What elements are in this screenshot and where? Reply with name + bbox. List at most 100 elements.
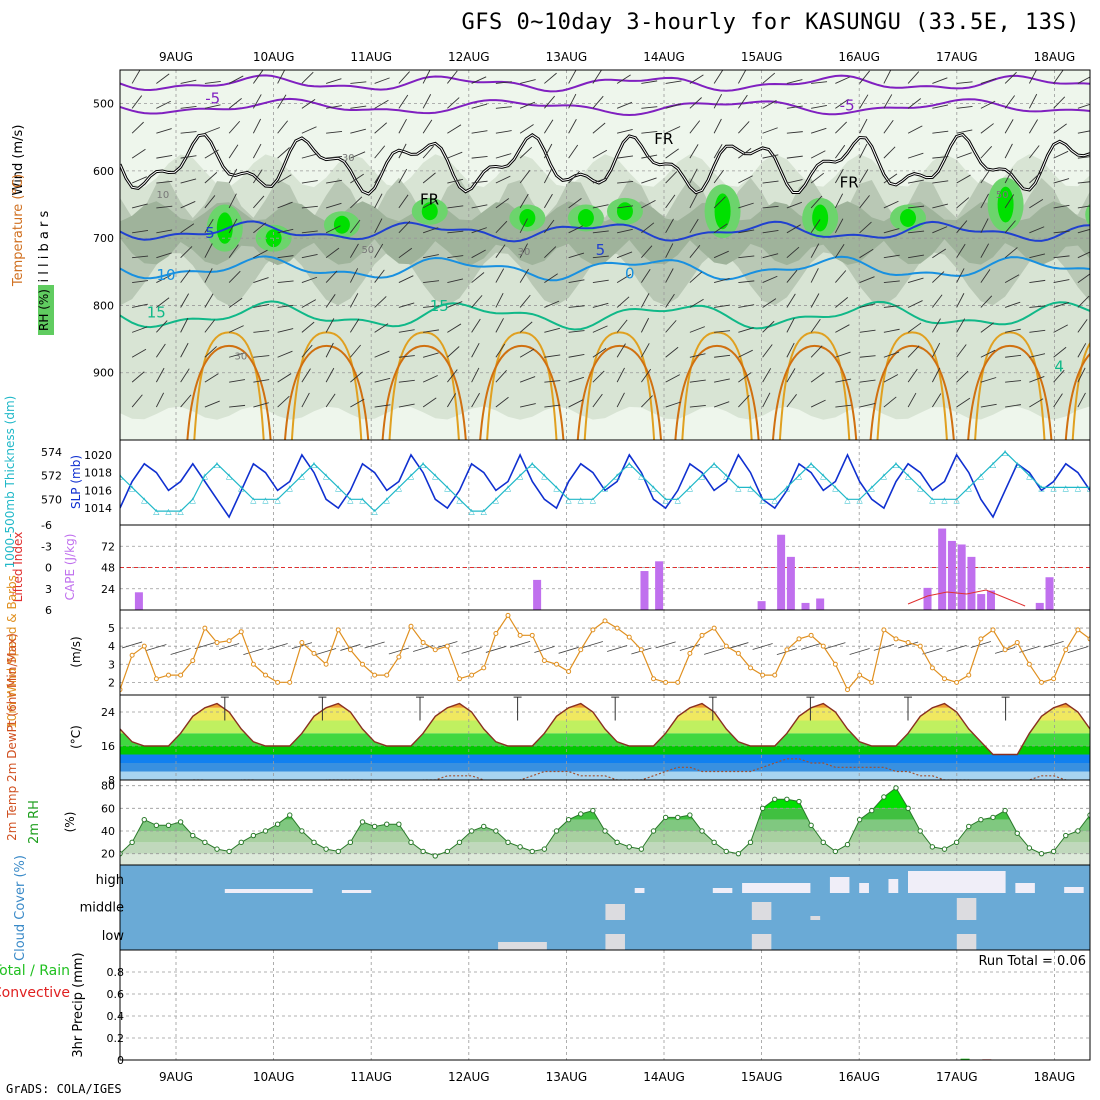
wind-barb — [810, 372, 825, 383]
wind-barb — [495, 220, 508, 234]
wind-barb — [325, 294, 336, 308]
rh-point — [844, 841, 851, 848]
rh-point — [177, 819, 184, 825]
wind-barb — [907, 368, 918, 383]
wind-barb — [1004, 194, 1015, 209]
wind-barb — [252, 143, 262, 159]
wind-barb — [495, 198, 510, 209]
wind-barb — [374, 243, 384, 258]
wind-barb — [180, 293, 190, 308]
surface-wind-barb — [291, 642, 312, 650]
wind-barb — [714, 278, 730, 284]
wind-barb — [641, 245, 653, 258]
thickness-marker: △ — [978, 472, 985, 481]
wind-barb — [835, 270, 847, 283]
thickness-marker: △ — [784, 483, 791, 492]
wind-speed-point — [626, 634, 632, 640]
slp-panel: △ △ △ △ △ △ △ △ △ △ △ △ △ △ △ △ △ △ △ △ △ △ △ △ △ △ △ △ △ △ △ △ △ △ △ △ △ △ △ △… — [120, 440, 1090, 525]
wind-speed-point — [675, 679, 681, 685]
cape-panel — [120, 525, 1090, 610]
contour-label: FR — [654, 130, 673, 148]
wind-barb — [156, 297, 170, 308]
wind-barb — [325, 202, 342, 209]
wind-barb — [326, 131, 343, 134]
rh-point — [808, 822, 814, 829]
y-tick-label: 572 — [41, 470, 62, 483]
wind-barb — [665, 374, 680, 383]
wind-barb — [374, 296, 387, 308]
cape-bar — [986, 590, 995, 610]
wind-barb — [544, 380, 561, 383]
x-tick-top: 11AUG — [350, 50, 392, 64]
thickness-marker: △ — [966, 483, 973, 492]
thickness-marker: △ — [687, 483, 694, 492]
wind-barb — [253, 304, 270, 308]
wind-barb — [495, 106, 512, 109]
wind-barb — [301, 299, 317, 308]
wind-barb — [641, 80, 658, 84]
rh-point — [202, 839, 208, 846]
contour-label: 50 — [996, 190, 1009, 201]
rh-point — [371, 823, 378, 830]
thickness-marker: △ — [481, 507, 488, 516]
thickness-marker: △ — [638, 472, 645, 481]
wind-barb — [325, 225, 341, 234]
wind-barb — [568, 93, 577, 109]
rh-panel — [120, 780, 1090, 865]
rh-point — [832, 848, 839, 855]
wind-barb — [665, 126, 681, 134]
wind-barb — [277, 373, 292, 383]
rh-band — [120, 831, 1090, 843]
rh-point — [820, 839, 826, 846]
wind-barb — [1028, 93, 1038, 109]
wind-speed-point — [784, 647, 790, 653]
wind-barb — [277, 120, 289, 134]
thickness-marker: △ — [553, 483, 560, 492]
wind-barb — [568, 353, 585, 358]
wind-barb — [640, 268, 651, 283]
wind-barb — [859, 329, 876, 333]
wind-barb — [762, 72, 776, 84]
wind-barb — [253, 195, 265, 209]
wind-barb — [859, 248, 874, 259]
wind-barb — [519, 321, 533, 333]
surface-wind-barb — [461, 646, 482, 654]
contour-label: 30 — [518, 247, 531, 258]
temp-contour-minus5-b — [120, 97, 1090, 117]
wind-barb — [326, 155, 343, 159]
surface-wind-barb — [170, 648, 191, 655]
wind-speed-point — [954, 679, 960, 685]
rh-point — [250, 832, 257, 839]
wind-barb — [519, 268, 529, 283]
temp-axis-label: 2m Temp 2m DewPt (6hr Min/Max) — [5, 633, 19, 841]
wind-barb — [544, 219, 555, 234]
surface-wind-barb — [801, 643, 822, 650]
surface-wind-barb — [655, 641, 676, 649]
thickness-marker: △ — [347, 495, 354, 504]
cape-bar — [655, 561, 664, 610]
wind-barb — [859, 70, 870, 84]
y-tick-label: 72 — [101, 540, 115, 553]
wind-barb — [447, 124, 462, 134]
wind-barb — [422, 94, 432, 109]
wind-barb — [350, 196, 363, 209]
rh-blob-max — [714, 193, 731, 230]
wind-barb — [156, 180, 173, 184]
wind-speed-point — [541, 658, 547, 664]
y-tick-label: 800 — [93, 299, 114, 312]
wind-speed-point — [384, 672, 390, 678]
wind-barb — [398, 118, 407, 134]
temp-panel — [120, 695, 1090, 780]
wind-barb — [592, 204, 609, 209]
thickness-line — [120, 451, 1090, 512]
warm-arch-contour — [674, 344, 760, 440]
wind-barb — [1077, 367, 1086, 383]
wind-barb — [762, 344, 773, 358]
wind-barb — [640, 343, 650, 358]
y-tick-label: 0.2 — [107, 1032, 125, 1045]
wind-barb — [350, 81, 367, 84]
y-tick-label: 80 — [101, 780, 115, 793]
rh-band — [120, 808, 1090, 820]
wind-barb — [907, 392, 917, 408]
